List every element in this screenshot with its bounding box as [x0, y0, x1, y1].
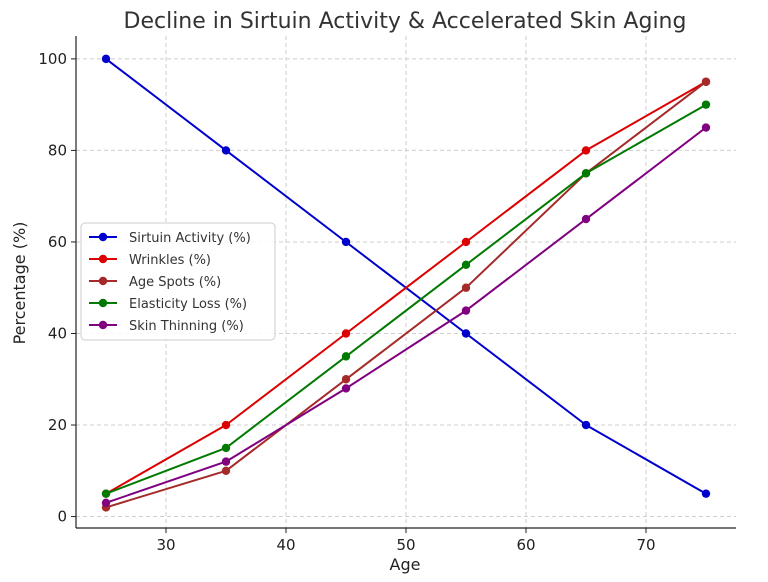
data-point — [581, 169, 591, 178]
data-point — [221, 457, 231, 466]
data-point — [101, 54, 111, 64]
data-point — [701, 100, 711, 109]
data-point — [341, 352, 351, 361]
x-tick-label: 40 — [276, 536, 295, 554]
legend-label: Age Spots (%) — [129, 275, 221, 290]
axes — [71, 36, 736, 533]
x-tick-label: 30 — [156, 536, 175, 554]
y-tick-label: 60 — [48, 233, 67, 251]
legend-label: Sirtuin Activity (%) — [129, 231, 251, 246]
chart-title: Decline in Sirtuin Activity & Accelerate… — [124, 9, 687, 34]
data-point — [461, 306, 471, 315]
x-tick-label: 70 — [636, 536, 655, 554]
series-line — [105, 80, 707, 495]
legend-label: Wrinkles (%) — [129, 253, 211, 268]
series-line — [105, 81, 707, 509]
legend: Sirtuin Activity (%) Wrinkles (%) Age Spot… — [80, 222, 276, 341]
y-tick-label: 0 — [57, 508, 67, 526]
data-point — [221, 146, 231, 155]
data-point — [701, 77, 711, 86]
x-tick-label: 50 — [396, 536, 415, 554]
legend-swatch-marker — [98, 320, 108, 330]
data-point — [221, 466, 231, 475]
data-point — [221, 420, 231, 430]
data-point — [341, 329, 351, 338]
data-point — [221, 443, 231, 453]
data-point — [581, 214, 591, 224]
data-point — [461, 329, 471, 338]
y-tick-label: 80 — [48, 141, 67, 159]
x-tick-label: 60 — [516, 536, 535, 554]
data-point — [341, 384, 351, 393]
data-point — [461, 237, 471, 247]
legend-box — [80, 222, 276, 341]
y-tick-label: 40 — [48, 324, 67, 342]
data-point — [101, 489, 111, 498]
tick-labels: 30 40 50 60 70 0 20 40 60 80 100 — [38, 50, 655, 554]
data-point — [341, 237, 351, 247]
data-point — [101, 498, 111, 508]
series — [101, 54, 711, 512]
legend-swatch-marker — [98, 298, 108, 308]
data-point — [701, 489, 711, 498]
data-point — [341, 375, 351, 384]
series-line — [105, 126, 707, 504]
data-point — [461, 260, 471, 270]
data-point — [701, 123, 711, 132]
data-point — [581, 420, 591, 430]
legend-swatch-marker — [98, 276, 108, 286]
legend-label: Elasticity Loss (%) — [129, 297, 247, 312]
data-point — [461, 283, 471, 292]
y-tick-label: 100 — [38, 50, 67, 68]
legend-label: Skin Thinning (%) — [129, 319, 244, 334]
y-axis-label: Percentage (%) — [10, 222, 29, 345]
x-axis-label: Age — [390, 555, 421, 574]
legend-swatch-marker — [98, 232, 108, 242]
data-point — [581, 146, 591, 155]
legend-swatch-marker — [98, 254, 108, 264]
series-line — [105, 103, 707, 495]
y-tick-label: 20 — [48, 416, 67, 434]
